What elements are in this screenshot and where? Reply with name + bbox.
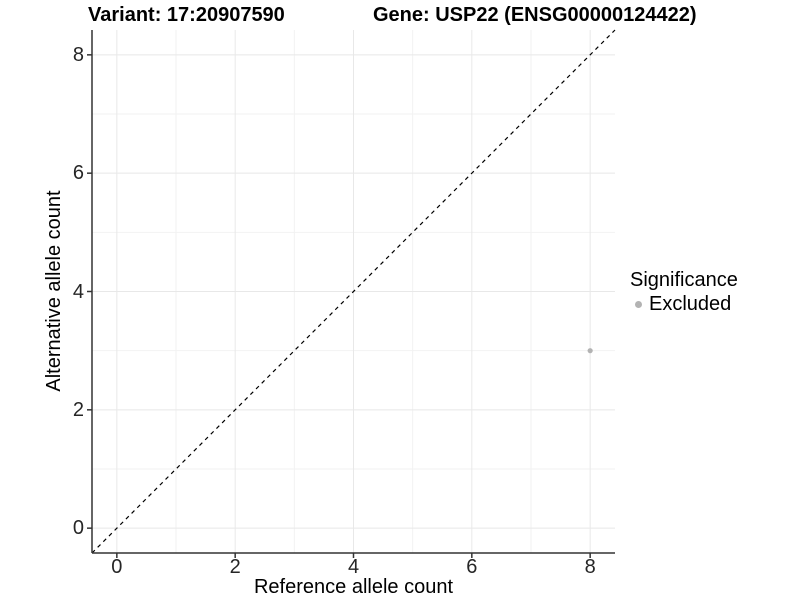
- x-tick-label: 6: [466, 556, 478, 578]
- legend-entry-label: Excluded: [649, 293, 732, 315]
- y-tick-label: 8: [72, 43, 84, 66]
- plot-svg: [87, 29, 616, 558]
- data-point: [587, 348, 593, 354]
- legend-entry-excluded: Excluded: [630, 292, 738, 316]
- legend-title: Significance: [630, 269, 738, 291]
- y-tick-label: 2: [72, 398, 84, 421]
- y-tick-label: 0: [72, 517, 84, 540]
- variant-title: Variant: 17:20907590: [88, 4, 285, 26]
- x-tick-label: 2: [229, 556, 241, 578]
- x-tick-label: 8: [584, 556, 596, 578]
- plot-panel: [87, 29, 616, 558]
- y-tick-label: 4: [72, 280, 84, 303]
- x-tick-label: 4: [347, 556, 360, 578]
- x-tick-label: 0: [111, 556, 123, 578]
- legend-key-circle-icon: [635, 300, 642, 308]
- y-tick-label: 6: [72, 162, 84, 185]
- gene-title: Gene: USP22 (ENSG00000124422): [373, 4, 697, 26]
- x-axis-title: Reference allele count: [253, 576, 453, 598]
- legend: Significance Excluded: [630, 268, 738, 316]
